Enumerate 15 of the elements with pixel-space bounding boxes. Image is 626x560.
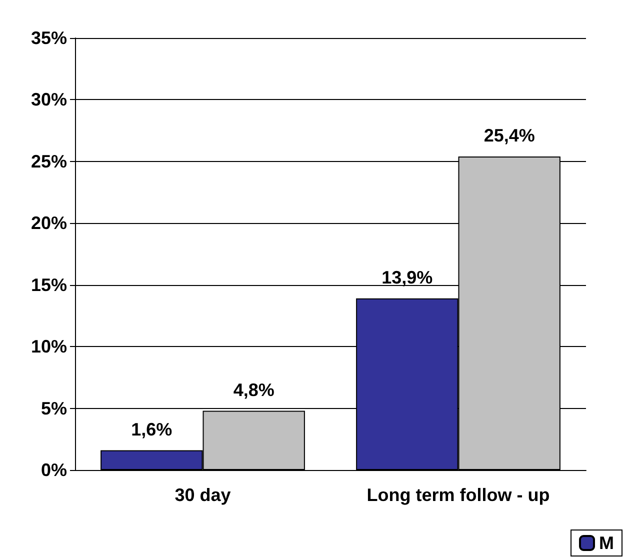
y-tick-label: 30% <box>30 90 67 110</box>
x-tick-label: 30 day <box>174 485 231 505</box>
y-tick-label: 10% <box>30 336 67 357</box>
y-tick-label: 20% <box>30 213 67 234</box>
y-tick-label: 0% <box>40 460 67 480</box>
y-tick-label: 5% <box>40 398 67 418</box>
y-tick-label: 15% <box>30 274 67 295</box>
data-label: 1,6% <box>131 419 172 440</box>
legend-label: M <box>599 533 614 553</box>
data-label: 25,4% <box>484 125 535 146</box>
data-label: 13,9% <box>382 267 433 288</box>
data-label: 4,8% <box>233 380 274 400</box>
x-tick-label: Long term follow - up <box>366 485 550 505</box>
y-tick-label: 25% <box>30 151 67 172</box>
y-tick-label: 35% <box>30 28 67 48</box>
